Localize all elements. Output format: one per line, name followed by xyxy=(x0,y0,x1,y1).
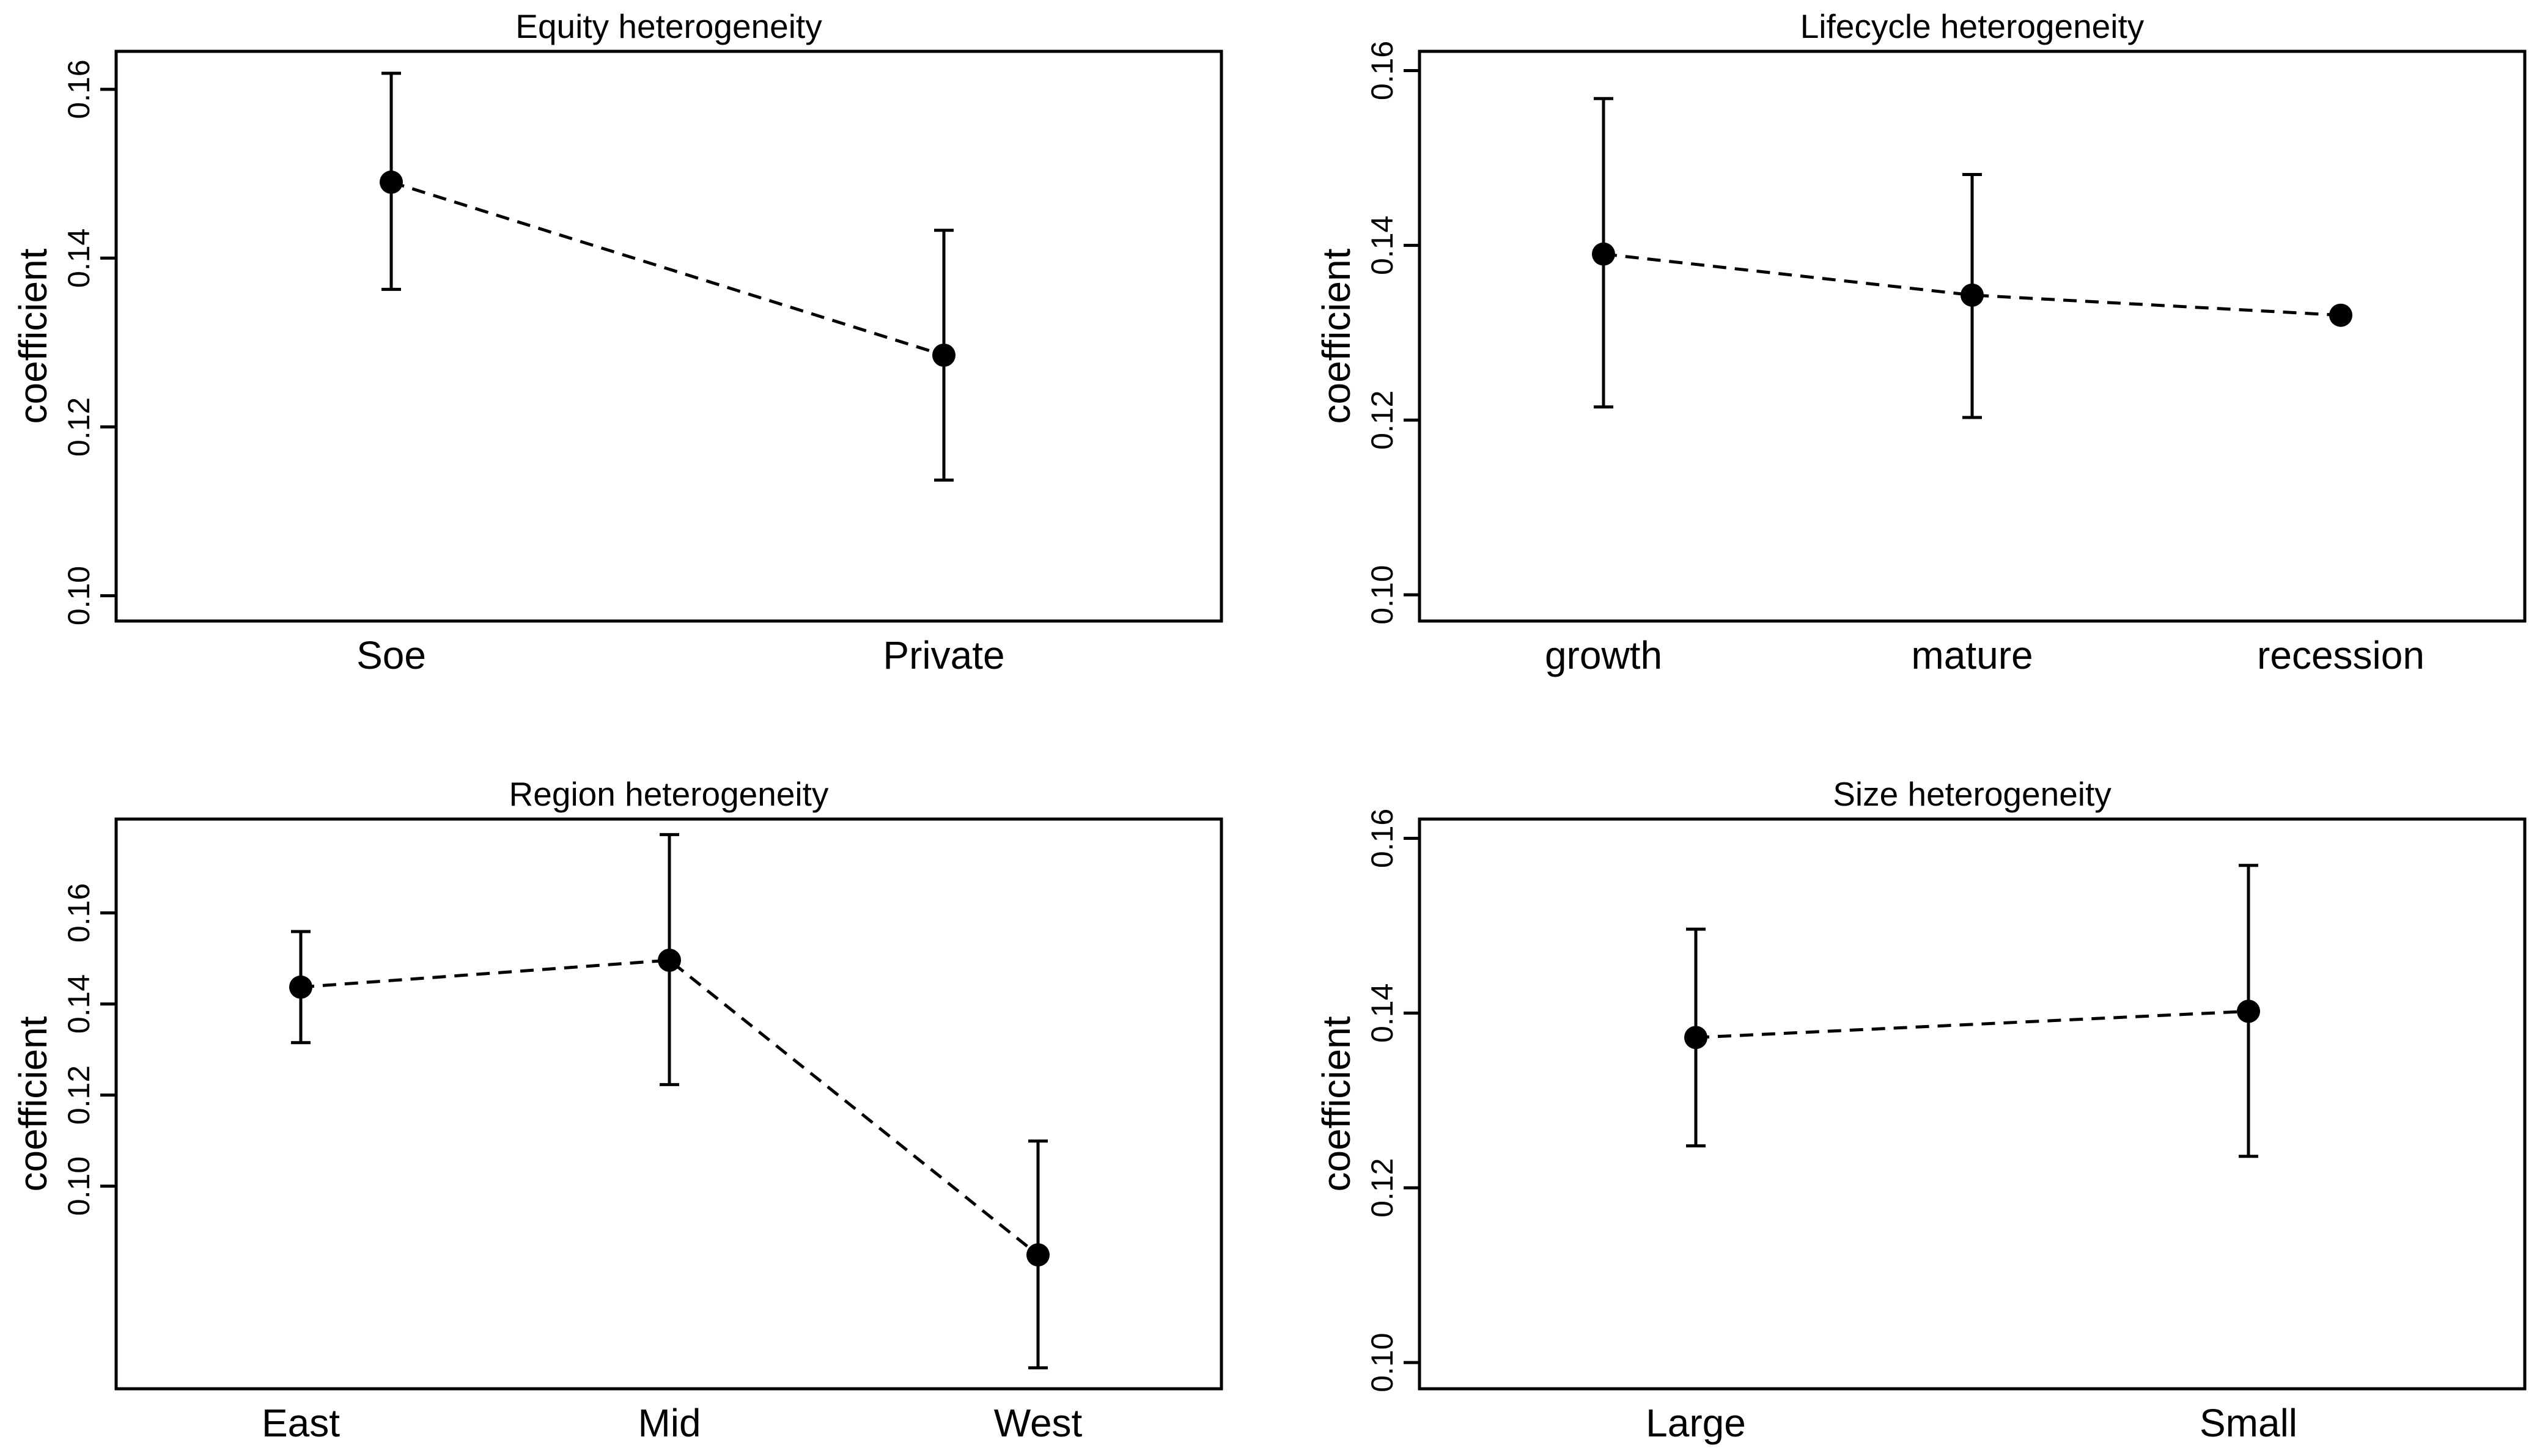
y-tick-label: 0.14 xyxy=(1365,984,1399,1043)
plot-frame xyxy=(114,50,1223,623)
x-tick-label: growth xyxy=(1545,633,1662,677)
size-heterogeneity-panel: Size heterogeneity coefficient 0.10 0.12 0… xyxy=(1314,775,2527,1445)
y-tick-label: 0.12 xyxy=(62,1065,96,1125)
plot-frame xyxy=(1418,817,2527,1391)
y-axis-label: coefficient xyxy=(1314,1016,1358,1191)
data-point xyxy=(1961,283,1984,307)
y-tick-label: 0.16 xyxy=(1365,41,1399,100)
y-tick-label: 0.14 xyxy=(1365,216,1399,275)
connector-line xyxy=(1695,1009,2249,1039)
y-tick-label: 0.12 xyxy=(62,397,96,457)
x-tick-label: Soe xyxy=(356,633,426,677)
x-tick-label: East xyxy=(262,1401,340,1445)
data-point xyxy=(932,344,956,367)
connector-line xyxy=(1603,252,2341,317)
y-axis-label: coefficient xyxy=(11,248,55,424)
y-tick-label: 0.16 xyxy=(62,883,96,943)
region-heterogeneity-panel: Region heterogeneity coefficient 0.10 0.1… xyxy=(11,775,1223,1445)
y-tick-label: 0.10 xyxy=(62,566,96,625)
chart-title: Equity heterogeneity xyxy=(515,7,822,45)
y-axis-label: coefficient xyxy=(1314,248,1358,424)
y-tick-label: 0.14 xyxy=(62,974,96,1034)
y-tick-label: 0.10 xyxy=(62,1156,96,1216)
plot-frame xyxy=(1418,50,2527,623)
data-point xyxy=(1684,1026,1707,1050)
data-point xyxy=(1592,242,1615,266)
y-axis-label: coefficient xyxy=(11,1016,55,1191)
x-tick-label: Private xyxy=(883,633,1004,677)
y-tick-label: 0.16 xyxy=(62,59,96,119)
data-point xyxy=(2237,999,2260,1023)
chart-title: Size heterogeneity xyxy=(1833,775,2112,813)
plot-frame xyxy=(114,817,1223,1391)
data-point xyxy=(2329,303,2352,327)
data-point xyxy=(1026,1243,1050,1267)
x-tick-label: Large xyxy=(1646,1401,1746,1445)
chart-title: Lifecycle heterogeneity xyxy=(1800,7,2145,45)
y-tick-label: 0.16 xyxy=(1365,809,1399,868)
data-point xyxy=(380,171,403,194)
equity-heterogeneity-panel: Equity heterogeneity coefficient 0.10 0.1… xyxy=(11,7,1223,677)
y-tick-label: 0.12 xyxy=(1365,1158,1399,1218)
y-tick-label: 0.14 xyxy=(62,229,96,288)
connector-line xyxy=(300,958,1039,1256)
x-tick-label: West xyxy=(994,1401,1083,1445)
chart-title: Region heterogeneity xyxy=(509,775,829,813)
data-point xyxy=(289,975,312,999)
x-tick-label: mature xyxy=(1911,633,2033,677)
data-point xyxy=(658,948,681,972)
connector-line xyxy=(391,180,944,357)
y-tick-label: 0.10 xyxy=(1365,1333,1399,1392)
lifecycle-heterogeneity-panel: Lifecycle heterogeneity coefficient 0.10… xyxy=(1314,7,2527,677)
x-tick-label: Small xyxy=(2200,1401,2297,1445)
x-tick-label: recession xyxy=(2257,633,2425,677)
x-tick-label: Mid xyxy=(638,1401,701,1445)
y-tick-label: 0.10 xyxy=(1365,565,1399,624)
y-tick-label: 0.12 xyxy=(1365,391,1399,450)
